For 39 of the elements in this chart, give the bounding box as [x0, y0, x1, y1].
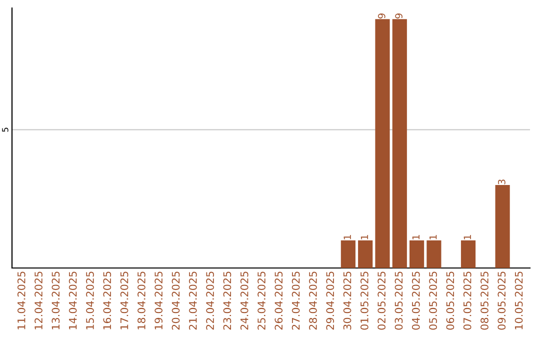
- x-tick-label: 21.04.2025: [188, 272, 197, 330]
- data-label: 1: [464, 235, 471, 240]
- data-label: 1: [360, 235, 368, 240]
- x-tick-label: 12.04.2025: [34, 272, 42, 330]
- x-tick-label: 22.04.2025: [206, 272, 214, 330]
- x-tick-label: 17.04.2025: [120, 272, 128, 330]
- x-tick-label: 02.05.2025: [378, 272, 386, 330]
- data-label: 1: [412, 235, 420, 240]
- x-tick-label: 06.05.2025: [446, 272, 454, 330]
- x-tick-label: 07.05.2025: [463, 272, 472, 330]
- x-tick-label: 29.04.2025: [326, 272, 334, 330]
- x-tick-label: 04.05.2025: [412, 272, 420, 330]
- x-tick-label: 08.05.2025: [480, 272, 488, 330]
- x-tick-label: 01.05.2025: [360, 272, 368, 330]
- x-tick-label: 28.04.2025: [309, 272, 317, 330]
- x-tick-label: 05.05.2025: [429, 272, 437, 330]
- x-tick-label: 27.04.2025: [292, 272, 300, 330]
- x-tick-label: 26.04.2025: [274, 272, 283, 330]
- x-tick-label: 10.05.2025: [514, 272, 523, 330]
- data-label: 1: [344, 235, 351, 240]
- x-tick-label: 11.04.2025: [17, 272, 26, 330]
- x-tick-label: 24.04.2025: [240, 272, 248, 330]
- x-tick-label: 03.05.2025: [394, 272, 403, 330]
- x-tick-label: 16.04.2025: [103, 272, 112, 330]
- x-tick-label: 14.04.2025: [68, 272, 77, 330]
- x-tick-label: 18.04.2025: [138, 272, 146, 330]
- data-label: 9: [395, 14, 402, 18]
- x-tick-label: 20.04.2025: [172, 272, 180, 330]
- x-tick-label: 25.04.2025: [258, 272, 266, 330]
- x-tick-label: 19.04.2025: [154, 272, 163, 330]
- data-label: 1: [430, 235, 437, 240]
- ref-line-label: 5: [2, 128, 8, 132]
- x-tick-label: 09.05.2025: [498, 272, 506, 330]
- data-label: 9: [378, 14, 386, 18]
- x-tick-label: 13.04.2025: [52, 272, 60, 330]
- x-tick-label: 30.04.2025: [343, 272, 352, 330]
- x-tick-label: 23.04.2025: [223, 272, 232, 330]
- x-tick-label: 15.04.2025: [86, 272, 94, 330]
- data-label: 3: [498, 180, 506, 184]
